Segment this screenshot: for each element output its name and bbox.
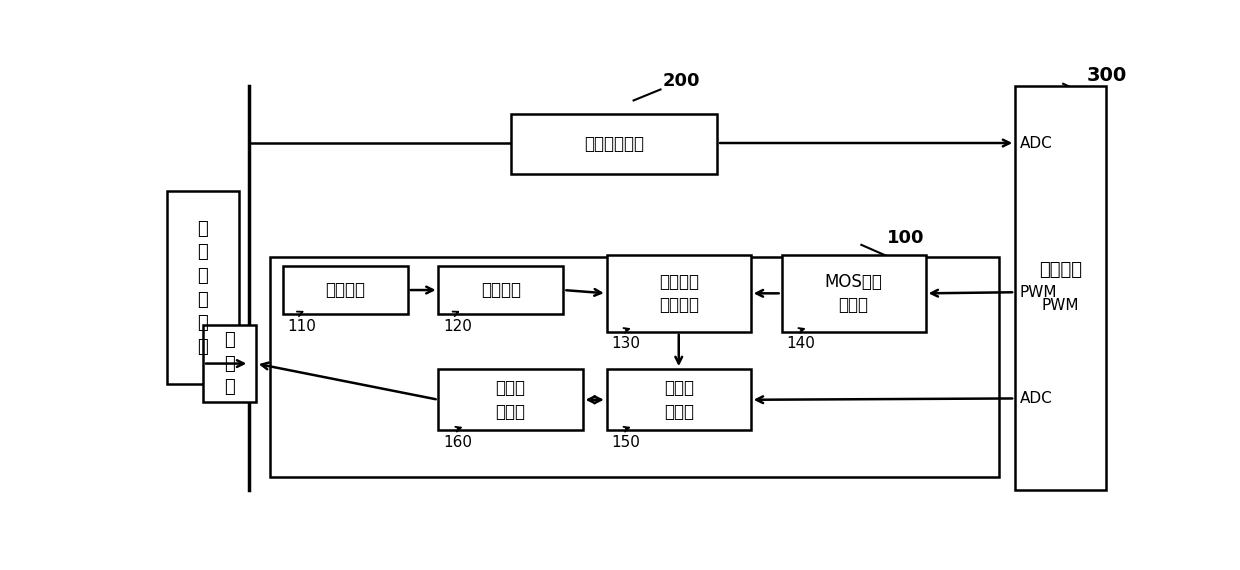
- Text: 140: 140: [786, 336, 815, 351]
- Text: ADC: ADC: [1019, 136, 1053, 150]
- Text: 三相全桥
逆变电路: 三相全桥 逆变电路: [658, 272, 699, 314]
- Text: 升压电路: 升压电路: [481, 281, 521, 299]
- Text: 电流采样模块: 电流采样模块: [584, 135, 644, 153]
- Bar: [283, 266, 408, 314]
- Text: 200: 200: [662, 72, 699, 90]
- Bar: [781, 255, 926, 332]
- Bar: [166, 192, 238, 384]
- Bar: [511, 115, 717, 174]
- Text: 120: 120: [444, 319, 472, 333]
- Text: 配电线
路接口: 配电线 路接口: [496, 379, 526, 421]
- Text: 高
压
棒: 高 压 棒: [224, 331, 234, 396]
- Text: 150: 150: [611, 435, 640, 450]
- Text: 控制模块: 控制模块: [1039, 261, 1083, 279]
- Bar: [606, 369, 750, 430]
- Text: 电源电路: 电源电路: [325, 281, 366, 299]
- Text: PWM: PWM: [1019, 285, 1058, 300]
- Text: ADC: ADC: [1019, 391, 1053, 406]
- Bar: [606, 255, 750, 332]
- Bar: [270, 257, 998, 477]
- Bar: [203, 325, 255, 402]
- Text: 100: 100: [888, 229, 925, 247]
- Text: PWM: PWM: [1042, 298, 1080, 313]
- Text: MOS管驱
动电路: MOS管驱 动电路: [825, 272, 883, 314]
- Bar: [439, 266, 563, 314]
- Text: 待
测
配
电
线
路: 待 测 配 电 线 路: [197, 220, 208, 356]
- Text: 130: 130: [611, 336, 641, 351]
- Text: 160: 160: [444, 435, 472, 450]
- Text: 110: 110: [288, 319, 316, 333]
- Bar: [439, 369, 583, 430]
- Text: 300: 300: [1087, 66, 1127, 84]
- Bar: [1016, 86, 1106, 490]
- Text: 电压采
样电路: 电压采 样电路: [663, 379, 693, 421]
